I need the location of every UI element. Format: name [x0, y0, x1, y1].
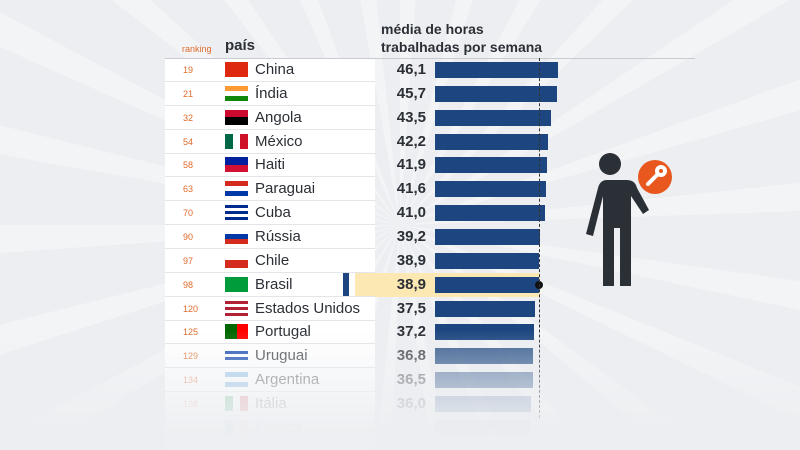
- country-name: Brasil: [255, 275, 293, 293]
- highlight-marker: [343, 272, 349, 297]
- bar: [435, 205, 545, 222]
- table-row: 32 Angola 43,5: [165, 106, 585, 130]
- row-divider: [165, 176, 375, 178]
- value-label: 41,6: [396, 180, 426, 198]
- value-header-line2: trabalhadas por semana: [381, 39, 543, 55]
- bar: [435, 157, 547, 174]
- flag-icon: [225, 62, 248, 77]
- value-label: 45,7: [396, 84, 426, 102]
- value-label: 41,9: [396, 156, 426, 174]
- rank-label: 120: [183, 303, 199, 314]
- bar: [435, 252, 539, 269]
- bar: [435, 62, 559, 78]
- table-row: 21 Índia 45,7: [165, 82, 585, 106]
- person-body: [586, 180, 649, 286]
- bar: [435, 229, 540, 246]
- country-name: Cuba: [255, 204, 291, 222]
- table-row: 97 Chile 38,9: [165, 249, 585, 273]
- flag-icon: [225, 85, 248, 101]
- bar: [435, 109, 552, 126]
- country-name: México: [255, 132, 303, 150]
- bar: [435, 181, 547, 198]
- flag-icon: [225, 109, 248, 125]
- rank-label: 54: [183, 136, 194, 147]
- table-row: 120 Estados Unidos 37,5: [165, 297, 585, 321]
- flag-icon: [225, 181, 248, 197]
- person-head: [599, 153, 621, 175]
- rank-label: 32: [183, 112, 194, 123]
- bar: [435, 276, 539, 293]
- country-header: país: [225, 37, 256, 54]
- rank-label: 21: [183, 88, 194, 99]
- table-row: 98 Brasil 38,9: [165, 272, 585, 297]
- bar: [435, 85, 557, 102]
- value-label: 38,9: [396, 251, 426, 269]
- value-header-line1: média de horas: [381, 21, 484, 37]
- header-divider: [165, 58, 695, 59]
- value-label: 39,2: [396, 228, 426, 246]
- value-label: 43,5: [396, 108, 426, 126]
- rank-label: 97: [183, 255, 194, 266]
- value-label: 46,1: [396, 61, 426, 78]
- value-label: 42,2: [396, 132, 426, 150]
- flag-icon: [225, 252, 248, 268]
- country-name: Índia: [255, 84, 288, 102]
- country-name: Angola: [255, 108, 302, 126]
- value-label: 38,9: [396, 275, 426, 293]
- rank-label: 19: [183, 65, 194, 75]
- country-name: Paraguai: [255, 180, 316, 198]
- rank-label: 98: [183, 279, 194, 290]
- flag-icon: [225, 300, 248, 316]
- row-divider: [165, 271, 375, 273]
- row-divider: [165, 104, 375, 106]
- rank-label: 63: [183, 184, 194, 195]
- reference-dot: [534, 280, 543, 289]
- wrench-icon: [646, 165, 667, 186]
- table-row: 90 Rússia 39,2: [165, 225, 585, 250]
- flag-icon: [225, 133, 249, 149]
- row-divider: [165, 128, 375, 130]
- row-divider: [165, 81, 375, 82]
- value-header: média de horas trabalhadas por semana: [381, 20, 542, 56]
- country-name: Haiti: [255, 156, 286, 174]
- table-row: 63 Paraguai 41,6: [165, 177, 585, 202]
- rank-label: 90: [183, 232, 194, 243]
- rank-label: 70: [183, 208, 194, 219]
- country-name: Estados Unidos: [255, 299, 361, 317]
- row-divider: [165, 224, 375, 226]
- row-divider: [165, 295, 375, 297]
- table-row: 19 China 46,1: [165, 58, 585, 82]
- flag-icon: [225, 276, 248, 292]
- bar: [435, 133, 548, 150]
- flag-icon: [225, 205, 248, 221]
- table-row: 58 Haiti 41,9: [165, 153, 585, 178]
- person-illustration: [586, 153, 672, 286]
- value-label: 41,0: [396, 204, 426, 222]
- flag-icon: [225, 229, 248, 245]
- row-divider: [165, 152, 375, 154]
- country-name: Chile: [255, 251, 290, 269]
- country-name: China: [255, 61, 295, 78]
- bar: [435, 300, 536, 317]
- value-label: 37,5: [396, 299, 426, 317]
- table-row: 54 México 42,2: [165, 130, 585, 154]
- ranking-header: ranking: [182, 44, 212, 54]
- country-name: Rússia: [255, 228, 301, 246]
- bottom-fade: [0, 330, 800, 450]
- row-divider: [165, 200, 375, 202]
- table-row: 70 Cuba 41,0: [165, 201, 585, 226]
- flag-icon: [225, 157, 248, 173]
- row-divider: [165, 319, 375, 321]
- reference-line: [539, 58, 540, 418]
- rank-label: 58: [183, 160, 194, 171]
- row-divider: [165, 248, 375, 250]
